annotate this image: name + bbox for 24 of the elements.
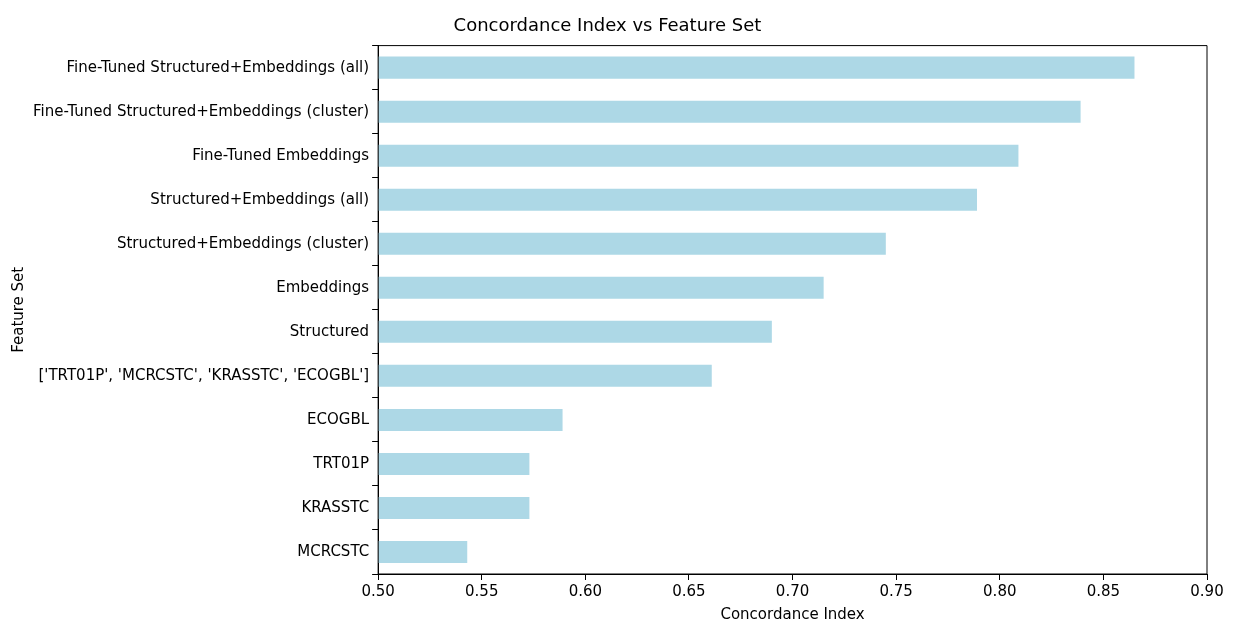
y-tick-label: ECOGBL	[307, 409, 370, 428]
x-tick-label: 0.85	[1086, 581, 1121, 600]
y-tick-label: Fine-Tuned Structured+Embeddings (cluster)	[33, 101, 370, 120]
y-tick-label: Fine-Tuned Embeddings	[192, 145, 370, 164]
x-tick-label: 0.70	[775, 581, 810, 600]
y-axis-title: Feature Set	[8, 266, 27, 353]
x-axis-title: Concordance Index	[720, 604, 865, 623]
x-tick-label: 0.55	[465, 581, 499, 600]
x-tick-label: 0.50	[361, 581, 395, 600]
y-tick-label: Embeddings	[276, 277, 370, 296]
y-tick-label: Fine-Tuned Structured+Embeddings (all)	[66, 57, 370, 76]
y-tick-label: KRASSTC	[301, 497, 370, 516]
y-tick-label: MCRCSTC	[297, 541, 370, 560]
x-tick-label: 0.90	[1190, 581, 1224, 600]
y-tick-label: TRT01P	[312, 453, 370, 472]
y-tick-label: Structured	[289, 321, 370, 340]
y-tick-label: ['TRT01P', 'MCRCSTC', 'KRASSTC', 'ECOGBL']	[38, 365, 370, 384]
y-tick-label: Structured+Embeddings (cluster)	[116, 233, 370, 252]
x-tick-label: 0.60	[568, 581, 603, 600]
x-tick-label: 0.75	[879, 581, 913, 600]
y-tick-label: Structured+Embeddings (all)	[150, 189, 370, 208]
chart-title: Concordance Index vs Feature Set	[453, 14, 762, 36]
x-tick-label: 0.65	[672, 581, 706, 600]
x-tick-label: 0.80	[983, 581, 1017, 600]
